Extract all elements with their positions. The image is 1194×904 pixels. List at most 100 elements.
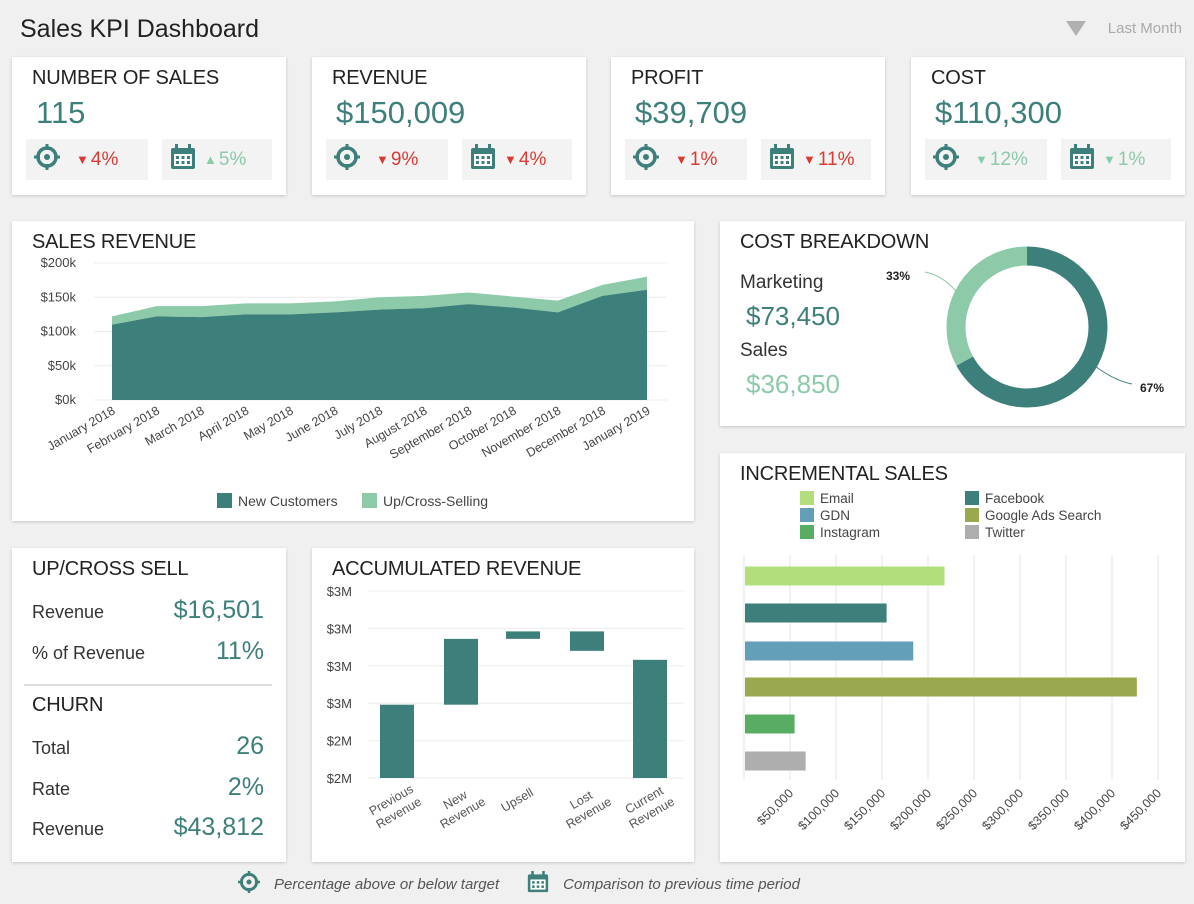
kpi-period-change: 1%	[1117, 148, 1146, 170]
waterfall-bar	[444, 638, 478, 705]
churn-total-row: Total 26	[32, 732, 264, 761]
legend-swatch	[800, 508, 814, 522]
upcross-revenue-row: Revenue $16,501	[32, 596, 264, 625]
kpi-card: NUMBER OF SALES 115 ▼ 4% ▲ 5%	[12, 57, 286, 195]
y-tick-label: $150k	[41, 289, 77, 304]
legend-label: Twitter	[985, 525, 1025, 540]
target-icon	[633, 143, 659, 176]
x-tick-label: $150,000	[841, 786, 888, 833]
accumulated-revenue-title: ACCUMULATED REVENUE	[332, 558, 582, 580]
kpi-target-chip: ▼ 9%	[326, 139, 448, 180]
bar-twitter	[745, 751, 806, 771]
marketing-label: Marketing	[740, 272, 824, 293]
kpi-period-change: 4%	[518, 148, 547, 170]
kpi-value: $110,300	[935, 95, 1062, 130]
area-new-customers	[112, 289, 647, 400]
x-tick-label: CurrentRevenue	[619, 781, 677, 831]
legend-label: Google Ads Search	[985, 508, 1101, 523]
x-tick-label: $300,000	[979, 786, 1026, 833]
row-value: 11%	[215, 637, 264, 665]
kpi-period-chip: ▼ 4%	[462, 139, 572, 180]
target-icon	[334, 143, 360, 176]
x-tick-label: PreviousRevenue	[366, 781, 424, 831]
kpi-target-chip: ▼ 4%	[26, 139, 148, 180]
target-icon	[34, 143, 60, 176]
row-value: $16,501	[173, 596, 264, 624]
upcross-title: UP/CROSS SELL	[32, 558, 189, 580]
calendar-icon	[527, 871, 549, 897]
calendar-icon	[170, 143, 196, 176]
y-tick-label: $3M	[327, 621, 352, 636]
kpi-period-chip: ▼ 11%	[761, 139, 871, 180]
x-tick-label: $200,000	[887, 786, 934, 833]
upcross-churn-card: UP/CROSS SELL Revenue $16,501 % of Revenu…	[12, 548, 286, 862]
kpi-title: COST	[931, 67, 986, 89]
kpi-target-change: 9%	[390, 148, 419, 170]
kpi-title: NUMBER OF SALES	[32, 67, 220, 89]
legend-swatch	[800, 525, 814, 539]
row-value: $43,812	[173, 813, 264, 841]
kpi-card: REVENUE $150,009 ▼ 9% ▼ 4%	[312, 57, 586, 195]
donut-slice	[946, 246, 1108, 408]
trend-arrow-icon: ▼	[803, 152, 816, 167]
kpi-target-change: 4%	[90, 148, 119, 170]
churn-revenue-row: Revenue $43,812	[32, 813, 264, 842]
legend-label: Email	[820, 491, 854, 506]
x-tick-label: $450,000	[1117, 786, 1164, 833]
kpi-target-chip: ▼ 12%	[925, 139, 1047, 180]
bar-instagram	[745, 714, 795, 734]
kpi-card: PROFIT $39,709 ▼ 1% ▼ 11%	[611, 57, 885, 195]
kpi-value: $150,009	[336, 95, 466, 130]
incremental-sales-title: INCREMENTAL SALES	[740, 463, 948, 485]
legend-swatch	[217, 493, 232, 508]
kpi-period-chip: ▼ 1%	[1061, 139, 1171, 180]
row-value: 26	[236, 732, 264, 760]
marketing-value: $73,450	[746, 301, 840, 331]
waterfall-bar	[380, 704, 414, 778]
y-tick-label: $3M	[327, 584, 352, 599]
period-filter[interactable]: Last Month	[1065, 20, 1182, 37]
y-tick-label: $2M	[327, 771, 352, 786]
incremental-sales-card: INCREMENTAL SALES $50,000 $100,000 $150,00…	[720, 453, 1185, 862]
incremental-sales-chart: $50,000 $100,000 $150,000 $200,000 $250,000 $…	[743, 491, 1164, 833]
x-tick-label: $50,000	[754, 786, 796, 828]
kpi-title: PROFIT	[631, 67, 704, 89]
x-tick-label: Upsell	[499, 785, 536, 814]
y-tick-label: $200k	[41, 255, 77, 270]
kpi-title: REVENUE	[332, 67, 428, 89]
kpi-value: 115	[36, 95, 86, 130]
calendar-icon	[1069, 143, 1095, 176]
churn-rate-row: Rate 2%	[32, 773, 264, 802]
x-tick-label: $250,000	[933, 786, 980, 833]
kpi-target-change: 1%	[689, 148, 718, 170]
upcross-pct-row: % of Revenue 11%	[32, 637, 264, 666]
slice-label: 33%	[886, 269, 910, 283]
kpi-period-change: 5%	[218, 148, 247, 170]
x-tick-label: NewRevenue	[430, 781, 488, 831]
trend-arrow-icon: ▲	[204, 152, 217, 167]
trend-arrow-icon: ▼	[376, 152, 389, 167]
trend-arrow-icon: ▼	[504, 152, 517, 167]
x-tick-label: $400,000	[1071, 786, 1118, 833]
leader-line	[924, 271, 961, 297]
y-tick-label: $0k	[55, 392, 76, 407]
y-tick-label: $50k	[48, 358, 77, 373]
legend-label: New Customers	[238, 493, 338, 509]
divider	[24, 684, 272, 686]
y-tick-label: $2M	[327, 734, 352, 749]
kpi-target-change: 12%	[989, 148, 1028, 170]
x-tick-label: April 2018	[195, 403, 251, 443]
sales-revenue-card: SALES REVENUE $0k $50k $100k $150k $200k Janu…	[12, 221, 694, 521]
trend-arrow-icon: ▼	[1103, 152, 1116, 167]
legend-swatch	[362, 493, 377, 508]
period-filter-label: Last Month	[1107, 20, 1182, 37]
bar-google-ads-search	[745, 677, 1137, 697]
target-icon	[933, 143, 959, 176]
trend-arrow-icon: ▼	[76, 152, 89, 167]
legend-swatch	[965, 525, 979, 539]
sales-cost-value: $36,850	[746, 369, 840, 399]
x-tick-label: $100,000	[795, 786, 842, 833]
churn-title: CHURN	[32, 694, 104, 716]
cost-breakdown-card: COST BREAKDOWN Marketing $73,450 Sales $…	[720, 221, 1185, 426]
kpi-value: $39,709	[635, 95, 748, 130]
